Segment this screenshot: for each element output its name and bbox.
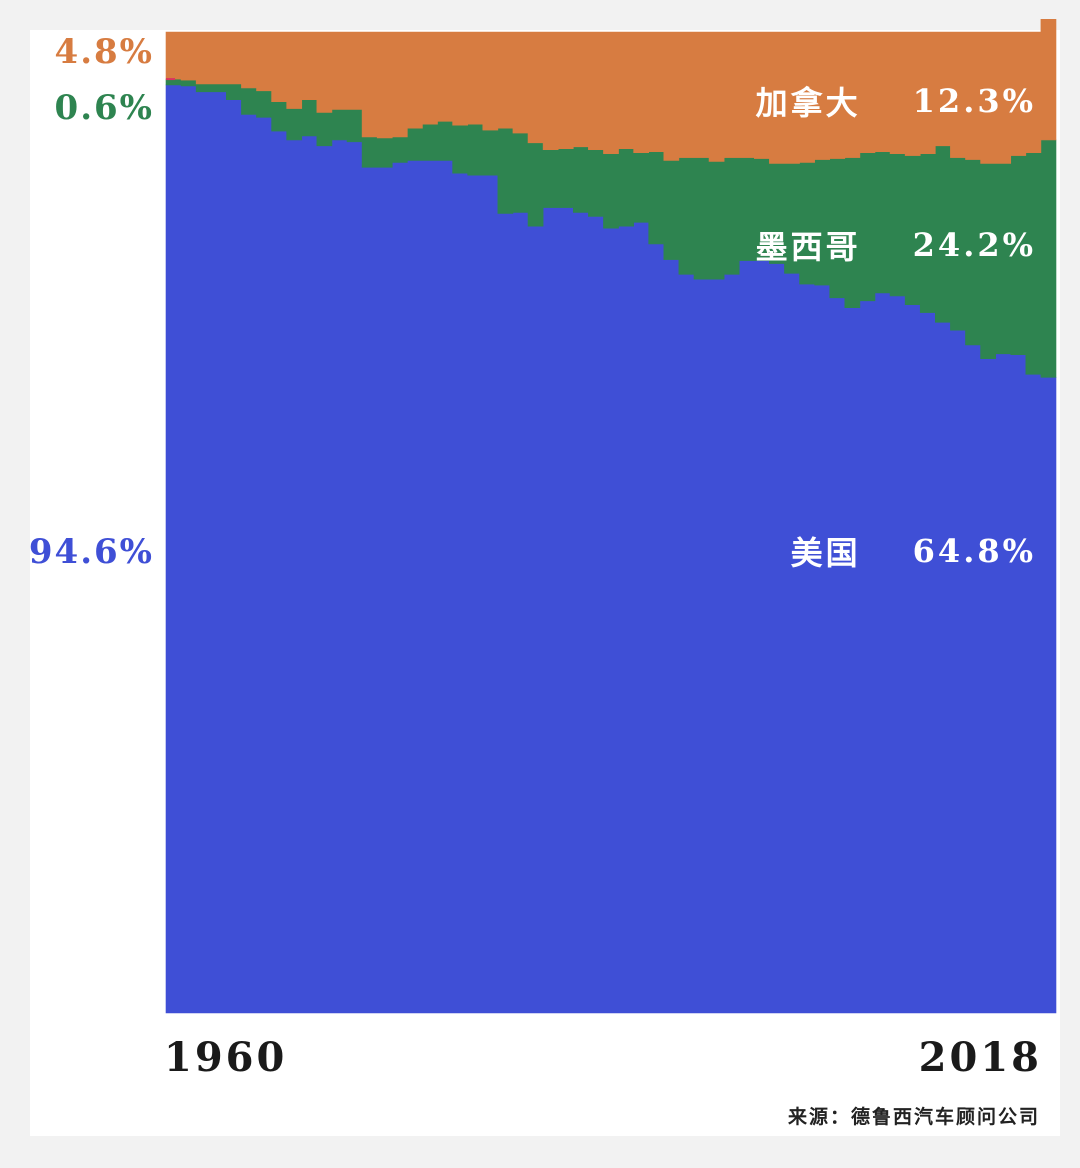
end-value-mexico: 24.2% <box>912 226 1036 264</box>
start-value-canada: 4.8% <box>54 32 154 72</box>
series-label-canada: 加拿大 12.3% <box>756 78 1036 124</box>
end-value-usa: 64.8% <box>912 532 1036 570</box>
area-canada <box>165 18 1057 164</box>
source-note: 来源：德鲁西汽车顾问公司 <box>787 1106 1040 1128</box>
end-value-canada: 12.3% <box>912 82 1036 120</box>
x-axis-start-label: 1960 <box>164 1034 288 1081</box>
x-axis-end-label: 2018 <box>918 1034 1042 1081</box>
series-label-mexico: 墨西哥 24.2% <box>756 222 1036 268</box>
series-name-mexico: 墨西哥 <box>755 228 861 266</box>
start-value-usa: 94.6% <box>28 532 154 572</box>
chart-areas <box>165 18 1057 1014</box>
start-value-mexico: 0.6% <box>54 88 154 128</box>
series-name-usa: 美国 <box>790 534 861 572</box>
series-name-canada: 加拿大 <box>755 84 861 122</box>
series-label-usa: 美国 64.8% <box>791 528 1036 574</box>
